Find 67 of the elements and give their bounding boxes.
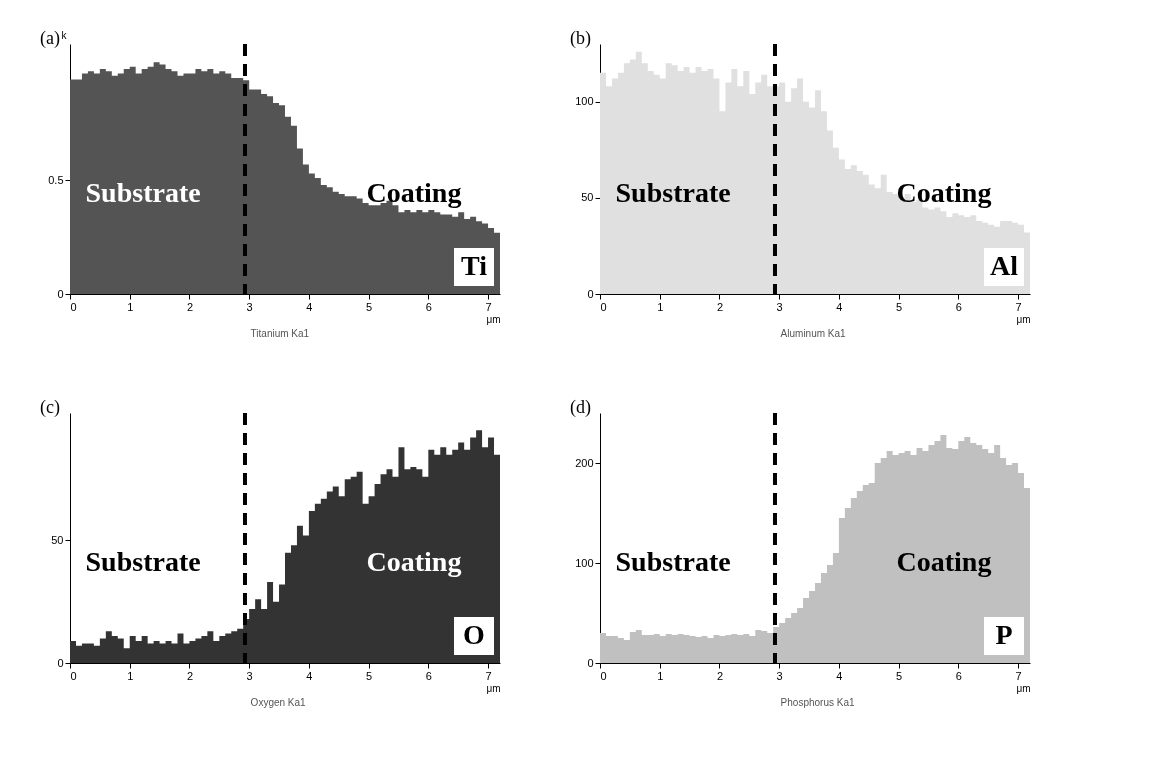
x-tick-label: 1 bbox=[657, 669, 664, 682]
x-tick-label: 7 bbox=[1015, 669, 1022, 682]
x-tick-label: 2 bbox=[186, 300, 194, 313]
annotation: Substrate bbox=[615, 546, 731, 577]
annotation: Coating bbox=[896, 177, 992, 208]
y-tick-label: 50 bbox=[51, 533, 64, 546]
x-tick-label: 6 bbox=[955, 300, 962, 313]
chart-title: (c) bbox=[40, 397, 60, 418]
x-tick-label: 1 bbox=[657, 300, 664, 313]
x-tick-label: 7 bbox=[1015, 300, 1022, 313]
x-axis-title: μm bbox=[1016, 682, 1031, 694]
x-tick-label: 6 bbox=[425, 300, 432, 313]
x-tick-label: 3 bbox=[246, 669, 253, 682]
y-axis-title: k bbox=[61, 29, 68, 41]
y-tick-label: 100 bbox=[575, 95, 594, 108]
text: Oxygen Ka1 bbox=[250, 697, 307, 708]
x-tick-label: 1 bbox=[127, 669, 134, 682]
chart-title: (d) bbox=[570, 397, 591, 418]
y-tick-label: 50 bbox=[581, 191, 594, 204]
chart-title: (b) bbox=[570, 28, 591, 49]
x-axis-title: μm bbox=[486, 313, 501, 325]
x-tick-label: 7 bbox=[485, 669, 492, 682]
annotation: Substrate bbox=[85, 546, 201, 577]
y-tick-label: 200 bbox=[575, 456, 594, 469]
annotation: Substrate bbox=[615, 177, 731, 208]
text: Titanium Ka1 bbox=[250, 328, 310, 339]
series-label: Al bbox=[990, 250, 1019, 281]
x-tick-label: 5 bbox=[366, 300, 373, 313]
x-tick-label: 0 bbox=[600, 300, 607, 313]
x-tick-label: 2 bbox=[186, 669, 194, 682]
y-tick-label: 0 bbox=[587, 287, 594, 300]
x-tick-label: 4 bbox=[306, 669, 313, 682]
x-tick-label: 3 bbox=[246, 300, 253, 313]
x-tick-label: 5 bbox=[896, 669, 903, 682]
annotation: Coating bbox=[896, 546, 992, 577]
x-tick-label: 4 bbox=[306, 300, 313, 313]
series-label: Ti bbox=[461, 250, 488, 281]
text: Phosphorus Ka1 bbox=[780, 697, 855, 708]
x-tick-label: 1 bbox=[127, 300, 134, 313]
y-tick-label: 0.5 bbox=[48, 173, 64, 186]
x-tick-label: 5 bbox=[896, 300, 903, 313]
annotation: Substrate bbox=[85, 177, 201, 208]
x-tick-label: 6 bbox=[955, 669, 962, 682]
series-label: P bbox=[995, 619, 1013, 650]
x-tick-label: 4 bbox=[836, 300, 843, 313]
y-tick-label: 0 bbox=[587, 656, 594, 669]
annotation: Coating bbox=[366, 546, 462, 577]
text: Aluminum Ka1 bbox=[780, 328, 847, 339]
chart-title: (a) bbox=[40, 28, 60, 49]
x-tick-label: 3 bbox=[776, 669, 783, 682]
x-tick-label: 6 bbox=[425, 669, 432, 682]
x-tick-label: 7 bbox=[485, 300, 492, 313]
x-tick-label: 2 bbox=[716, 669, 724, 682]
series-label: O bbox=[463, 619, 485, 650]
y-tick-label: 0 bbox=[57, 656, 64, 669]
x-tick-label: 5 bbox=[366, 669, 373, 682]
x-axis-title: μm bbox=[1016, 313, 1031, 325]
x-axis-title: μm bbox=[486, 682, 501, 694]
x-tick-label: 3 bbox=[776, 300, 783, 313]
x-tick-label: 2 bbox=[716, 300, 724, 313]
y-tick-label: 0 bbox=[57, 287, 64, 300]
x-tick-label: 4 bbox=[836, 669, 843, 682]
annotation: Coating bbox=[366, 177, 462, 208]
y-tick-label: 100 bbox=[575, 556, 594, 569]
x-tick-label: 0 bbox=[600, 669, 607, 682]
x-tick-label: 0 bbox=[70, 669, 77, 682]
x-tick-label: 0 bbox=[70, 300, 77, 313]
